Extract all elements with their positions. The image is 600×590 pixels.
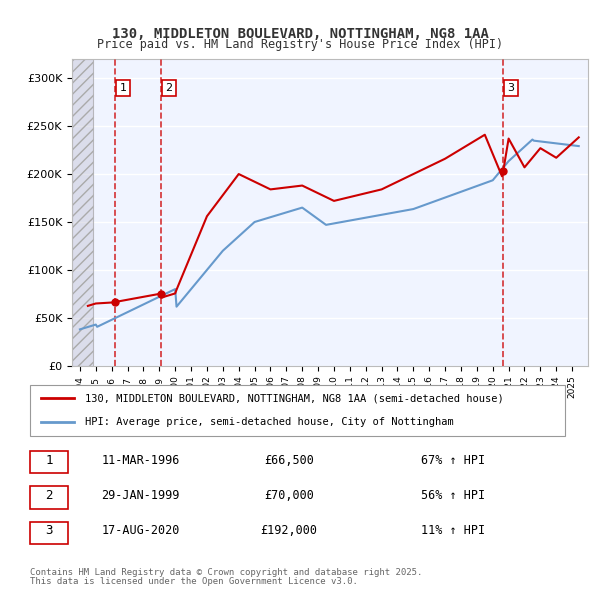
Bar	[72, 59, 93, 366]
Text: £70,000: £70,000	[264, 489, 314, 502]
Text: 56% ↑ HPI: 56% ↑ HPI	[421, 489, 485, 502]
Text: 11% ↑ HPI: 11% ↑ HPI	[421, 525, 485, 537]
Text: 3: 3	[508, 83, 515, 93]
FancyBboxPatch shape	[29, 486, 68, 509]
Text: 3: 3	[45, 525, 53, 537]
Text: £66,500: £66,500	[264, 454, 314, 467]
Text: This data is licensed under the Open Government Licence v3.0.: This data is licensed under the Open Gov…	[30, 577, 358, 586]
Text: £192,000: £192,000	[260, 525, 317, 537]
Text: 11-MAR-1996: 11-MAR-1996	[101, 454, 179, 467]
Text: 130, MIDDLETON BOULEVARD, NOTTINGHAM, NG8 1AA (semi-detached house): 130, MIDDLETON BOULEVARD, NOTTINGHAM, NG…	[85, 394, 503, 404]
Text: 1: 1	[45, 454, 53, 467]
Text: Contains HM Land Registry data © Crown copyright and database right 2025.: Contains HM Land Registry data © Crown c…	[30, 568, 422, 577]
Text: 2: 2	[45, 489, 53, 502]
Text: 1: 1	[119, 83, 127, 93]
Text: HPI: Average price, semi-detached house, City of Nottingham: HPI: Average price, semi-detached house,…	[85, 417, 454, 427]
Text: 130, MIDDLETON BOULEVARD, NOTTINGHAM, NG8 1AA: 130, MIDDLETON BOULEVARD, NOTTINGHAM, NG…	[112, 27, 488, 41]
Text: 29-JAN-1999: 29-JAN-1999	[101, 489, 179, 502]
Text: Price paid vs. HM Land Registry's House Price Index (HPI): Price paid vs. HM Land Registry's House …	[97, 38, 503, 51]
Text: 17-AUG-2020: 17-AUG-2020	[101, 525, 179, 537]
Text: 2: 2	[166, 83, 172, 93]
Text: 67% ↑ HPI: 67% ↑ HPI	[421, 454, 485, 467]
Bar	[72, 59, 93, 366]
FancyBboxPatch shape	[29, 522, 68, 544]
FancyBboxPatch shape	[29, 385, 565, 435]
FancyBboxPatch shape	[29, 451, 68, 473]
